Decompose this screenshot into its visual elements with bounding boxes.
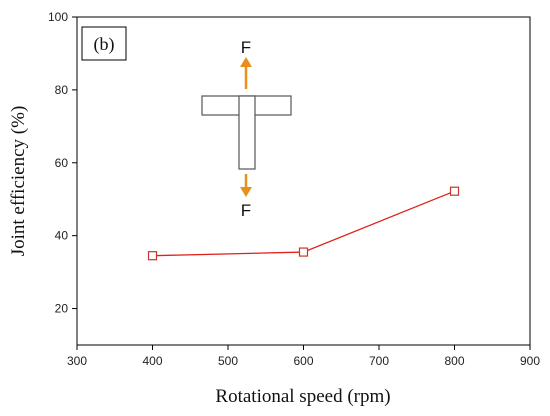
data-point-marker [298, 247, 309, 257]
force-label-top: F [241, 38, 251, 57]
t-joint-schematic: F F [201, 38, 292, 220]
series-layer [147, 186, 460, 261]
y-tick-label: 80 [55, 83, 69, 97]
y-tick-label: 60 [55, 156, 69, 170]
x-tick-label: 900 [520, 354, 540, 368]
y-axis-ticks: 20 40 60 80 100 [48, 10, 77, 316]
force-label-bottom: F [241, 201, 251, 220]
x-tick-label: 400 [142, 354, 162, 368]
t-joint-stem [238, 95, 256, 170]
data-point-marker [449, 186, 460, 196]
panel-label-box: (b) [81, 26, 127, 61]
x-axis-ticks: 300 400 500 600 700 800 900 [67, 345, 540, 368]
data-point-marker [147, 251, 158, 261]
x-tick-label: 500 [218, 354, 238, 368]
x-tick-label: 700 [369, 354, 389, 368]
y-axis-title: Joint efficiency (%) [8, 106, 29, 257]
x-tick-label: 600 [293, 354, 313, 368]
force-arrow-up-head [240, 57, 252, 67]
y-tick-label: 100 [48, 10, 68, 24]
panel-label: (b) [94, 34, 115, 55]
series-line [152, 190, 455, 257]
x-axis-title: Rotational speed (rpm) [215, 386, 390, 407]
y-tick-label: 40 [55, 229, 69, 243]
force-arrow-down-head [240, 187, 252, 197]
y-tick-label: 20 [55, 302, 69, 316]
plot-area-frame [76, 16, 531, 346]
x-tick-label: 800 [444, 354, 464, 368]
x-tick-label: 300 [67, 354, 87, 368]
